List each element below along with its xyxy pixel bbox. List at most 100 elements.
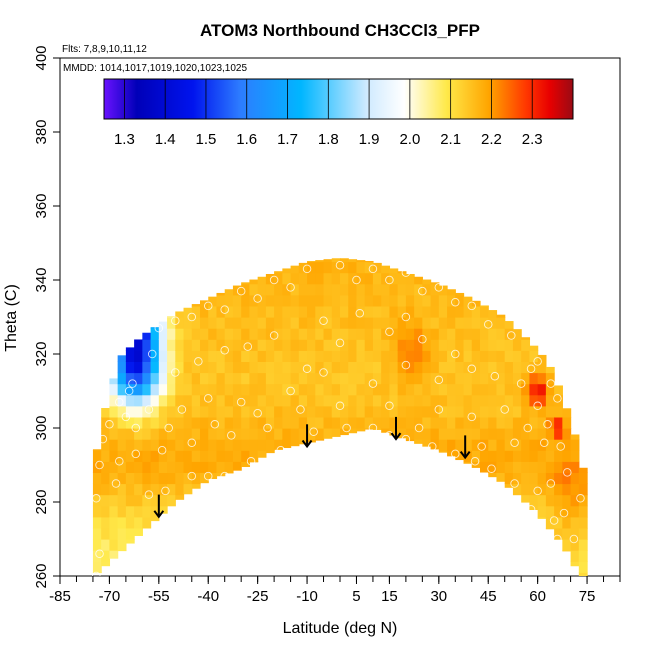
sample-point	[467, 412, 477, 422]
heatmap-cell	[232, 383, 242, 396]
heatmap-cell	[488, 461, 498, 473]
heatmap-cell	[397, 361, 407, 374]
heatmap-cell	[340, 361, 349, 374]
heatmap-cell	[356, 283, 366, 296]
heatmap-cell	[216, 394, 226, 407]
heatmap-cell	[282, 268, 292, 274]
heatmap-cell	[257, 294, 267, 307]
heatmap-cell	[142, 483, 152, 496]
heatmap-cell	[422, 416, 432, 429]
heatmap-cell	[208, 439, 218, 451]
heatmap-cell	[405, 305, 415, 318]
heatmap-cell	[397, 372, 407, 385]
heatmap-cell	[372, 372, 382, 385]
sample-point	[477, 442, 486, 451]
heatmap-cell	[504, 394, 514, 407]
heatmap-cell	[191, 305, 201, 318]
heatmap-cell	[356, 350, 366, 362]
heatmap-cell	[232, 294, 242, 307]
sample-point	[414, 423, 424, 433]
heatmap-cell	[265, 394, 275, 407]
heatmap-cell	[455, 361, 465, 374]
heatmap-cell	[101, 550, 111, 562]
heatmap-cell	[438, 450, 448, 453]
heatmap-cell	[191, 350, 201, 362]
y-axis: 260 280 300 320 340 360 380 400	[33, 45, 60, 589]
heatmap-cell	[545, 428, 555, 440]
heatmap-cell	[224, 450, 234, 462]
heatmap-cell	[397, 350, 407, 362]
heatmap-cell	[224, 289, 234, 296]
heatmap-cell	[249, 383, 259, 396]
heatmap-cell	[463, 461, 473, 464]
heatmap-cell	[134, 372, 143, 385]
heatmap-cell	[241, 394, 251, 407]
heatmap-field	[92, 258, 588, 576]
heatmap-cell	[117, 355, 127, 362]
heatmap-cell	[554, 483, 563, 496]
sample-point	[95, 460, 104, 470]
heatmap-cell	[241, 428, 251, 440]
heatmap-cell	[117, 494, 127, 507]
heatmap-cell	[545, 494, 555, 507]
heatmap-cell	[282, 361, 292, 374]
heatmap-cell	[307, 405, 316, 418]
heatmap-cell	[290, 383, 300, 396]
heatmap-cell	[109, 527, 119, 540]
heatmap-cell	[224, 317, 234, 329]
heatmap-cell	[364, 339, 374, 351]
heatmap-cell	[265, 450, 275, 454]
heatmap-cell	[447, 405, 456, 418]
heatmap-cell	[282, 272, 292, 285]
heatmap-cell	[315, 439, 325, 441]
heatmap-cell	[191, 304, 201, 307]
heatmap-cell	[298, 405, 308, 418]
heatmap-cell	[109, 383, 119, 396]
heatmap-cell	[109, 539, 119, 551]
sample-point	[111, 479, 121, 488]
heatmap-cell	[290, 272, 300, 285]
heatmap-cell	[340, 405, 349, 418]
heatmap-cell	[183, 472, 193, 485]
heatmap-cell	[125, 439, 135, 451]
heatmap-cell	[101, 527, 111, 540]
heatmap-cell	[134, 339, 143, 351]
heatmap-cell	[348, 361, 358, 374]
colorbar-tick-label: 2.2	[481, 131, 502, 148]
heatmap-cell	[537, 361, 547, 374]
sample-point	[243, 342, 253, 351]
heatmap-cell	[109, 550, 119, 559]
heatmap-cell	[389, 317, 399, 329]
heatmap-cell	[208, 305, 218, 318]
heatmap-cell	[167, 328, 176, 340]
heatmap-cell	[265, 317, 275, 329]
heatmap-cell	[101, 516, 111, 529]
heatmap-cell	[224, 339, 234, 351]
heatmap-cell	[282, 305, 292, 318]
heatmap-cell	[125, 428, 135, 440]
heatmap-cell	[307, 317, 316, 329]
heatmap-cell	[340, 294, 349, 307]
sample-point	[335, 401, 345, 411]
heatmap-cell	[381, 328, 391, 340]
heatmap-cell	[183, 483, 193, 495]
heatmap-cell	[562, 483, 572, 496]
heatmap-cell	[158, 450, 168, 462]
heatmap-cell	[282, 283, 292, 296]
heatmap-cell	[125, 527, 135, 540]
heatmap-cell	[265, 372, 275, 385]
heatmap-cell	[150, 450, 160, 462]
heatmap-cell	[529, 428, 539, 440]
heatmap-cell	[488, 328, 498, 340]
heatmap-cell	[315, 260, 325, 263]
heatmap-cell	[414, 394, 423, 407]
heatmap-cell	[554, 385, 563, 396]
heatmap-cell	[200, 394, 209, 407]
heatmap-cell	[101, 439, 111, 451]
heatmap-cell	[488, 405, 498, 418]
heatmap-cell	[125, 516, 135, 529]
heatmap-cell	[554, 450, 563, 462]
heatmap-cell	[438, 394, 448, 407]
heatmap-cell	[290, 416, 300, 429]
